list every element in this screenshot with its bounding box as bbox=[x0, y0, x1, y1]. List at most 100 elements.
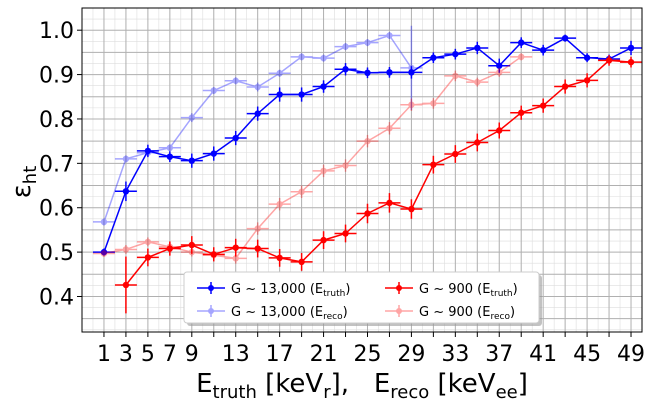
data-point bbox=[232, 244, 239, 251]
data-point bbox=[342, 43, 349, 50]
x-title-main1: E bbox=[196, 369, 212, 399]
x-tick-label: 33 bbox=[441, 342, 469, 367]
data-point bbox=[122, 281, 130, 289]
data-point bbox=[100, 248, 108, 256]
legend-label-main: G ~ 13,000 (E bbox=[231, 305, 323, 320]
y-axis-title: εht bbox=[7, 166, 41, 199]
legend-label-end: ) bbox=[343, 305, 348, 320]
legend-dot bbox=[396, 285, 402, 291]
legend-label-1: G ~ 13,000 (Ereco) bbox=[231, 305, 348, 322]
data-point bbox=[364, 39, 371, 46]
legend-dot bbox=[396, 308, 402, 314]
data-point bbox=[254, 245, 261, 252]
data-point bbox=[386, 199, 393, 207]
data-point bbox=[430, 161, 437, 168]
data-point bbox=[561, 34, 569, 42]
x-title-unit1b: ], bbox=[331, 369, 374, 399]
data-point bbox=[408, 64, 415, 72]
data-point bbox=[518, 39, 525, 46]
data-point bbox=[342, 162, 349, 169]
data-point bbox=[430, 54, 437, 61]
y-tick-label: 1.0 bbox=[39, 19, 74, 44]
legend-marker-3 bbox=[385, 305, 413, 317]
data-point bbox=[210, 251, 217, 258]
legend-entries: G ~ 13,000 (Etruth)G ~ 13,000 (Ereco)G ~… bbox=[197, 282, 518, 322]
data-point bbox=[320, 236, 327, 244]
data-point bbox=[254, 225, 261, 232]
legend-label-end: ) bbox=[513, 282, 518, 297]
data-point bbox=[320, 167, 327, 175]
legend: G ~ 13,000 (Etruth)G ~ 13,000 (Ereco)G ~… bbox=[183, 271, 542, 326]
data-point bbox=[298, 188, 305, 195]
data-point bbox=[539, 46, 547, 54]
data-point bbox=[474, 139, 481, 146]
series-1 bbox=[92, 25, 423, 226]
data-point bbox=[627, 44, 635, 52]
data-point bbox=[188, 157, 196, 164]
ticks: 1 3 5 7 9 13 17 21 25 29 33 37 41 45 490.40.50.60.70.8… bbox=[39, 19, 645, 367]
data-point bbox=[320, 83, 327, 90]
data-point bbox=[210, 150, 217, 157]
data-point bbox=[100, 250, 108, 257]
data-point bbox=[583, 77, 591, 84]
x-tick-label: 25 bbox=[353, 342, 381, 367]
legend-label-main: G ~ 13,000 (E bbox=[231, 282, 323, 297]
data-point bbox=[298, 53, 305, 61]
data-point bbox=[408, 69, 415, 76]
y-tick-label: 0.6 bbox=[39, 197, 74, 222]
data-point bbox=[430, 100, 437, 107]
data-point bbox=[232, 134, 239, 142]
data-point bbox=[166, 245, 174, 252]
legend-box bbox=[183, 271, 540, 324]
data-point bbox=[364, 137, 371, 145]
x-tick-label: 5 bbox=[141, 342, 155, 367]
data-point bbox=[298, 91, 305, 98]
x-tick-label: 49 bbox=[617, 342, 645, 367]
data-point bbox=[188, 248, 196, 256]
x-tick-label: 1 bbox=[97, 342, 111, 367]
x-tick-label: 9 bbox=[185, 342, 199, 367]
x-title-unit1sub: r bbox=[323, 382, 331, 403]
data-point bbox=[364, 210, 371, 217]
series-2 bbox=[114, 55, 642, 314]
data-point bbox=[276, 70, 283, 77]
data-point bbox=[320, 54, 327, 62]
series-line bbox=[103, 34, 413, 223]
legend-label-3: G ~ 900 (Ereco) bbox=[419, 305, 515, 322]
x-title-unit2sub: ee bbox=[496, 382, 518, 403]
legend-label-end: ) bbox=[345, 282, 350, 297]
x-title-unit2b: ] bbox=[518, 369, 528, 399]
x-tick-label: 13 bbox=[222, 342, 250, 367]
data-point bbox=[408, 101, 415, 108]
data-point bbox=[144, 254, 152, 261]
data-point bbox=[122, 246, 130, 253]
data-point bbox=[166, 144, 174, 152]
data-point bbox=[100, 218, 108, 226]
x-title-sub1: truth bbox=[213, 382, 257, 403]
x-tick-label: 3 bbox=[119, 342, 133, 367]
data-point bbox=[122, 155, 130, 163]
data-point bbox=[166, 153, 174, 160]
legend-label-sub: truth bbox=[490, 289, 512, 299]
data-point bbox=[144, 238, 152, 246]
data-point bbox=[232, 77, 239, 84]
data-point bbox=[166, 243, 174, 250]
x-tick-label: 41 bbox=[529, 342, 557, 367]
x-tick-label: 21 bbox=[310, 342, 338, 367]
legend-dot bbox=[208, 308, 214, 314]
series-line bbox=[125, 59, 632, 286]
data-point bbox=[496, 62, 503, 69]
legend-label-end: ) bbox=[510, 305, 515, 320]
data-point bbox=[452, 150, 459, 158]
x-tick-label: 45 bbox=[573, 342, 601, 367]
data-point bbox=[276, 91, 283, 98]
data-point bbox=[496, 127, 503, 134]
data-point bbox=[386, 125, 393, 132]
x-tick-label: 7 bbox=[163, 342, 177, 367]
data-point bbox=[408, 205, 415, 213]
legend-label-main: G ~ 900 (E bbox=[419, 305, 490, 320]
y-axis-title-main: ε bbox=[7, 184, 37, 198]
y-axis-title-sub: ht bbox=[20, 166, 41, 184]
legend-marker-0 bbox=[197, 282, 225, 294]
